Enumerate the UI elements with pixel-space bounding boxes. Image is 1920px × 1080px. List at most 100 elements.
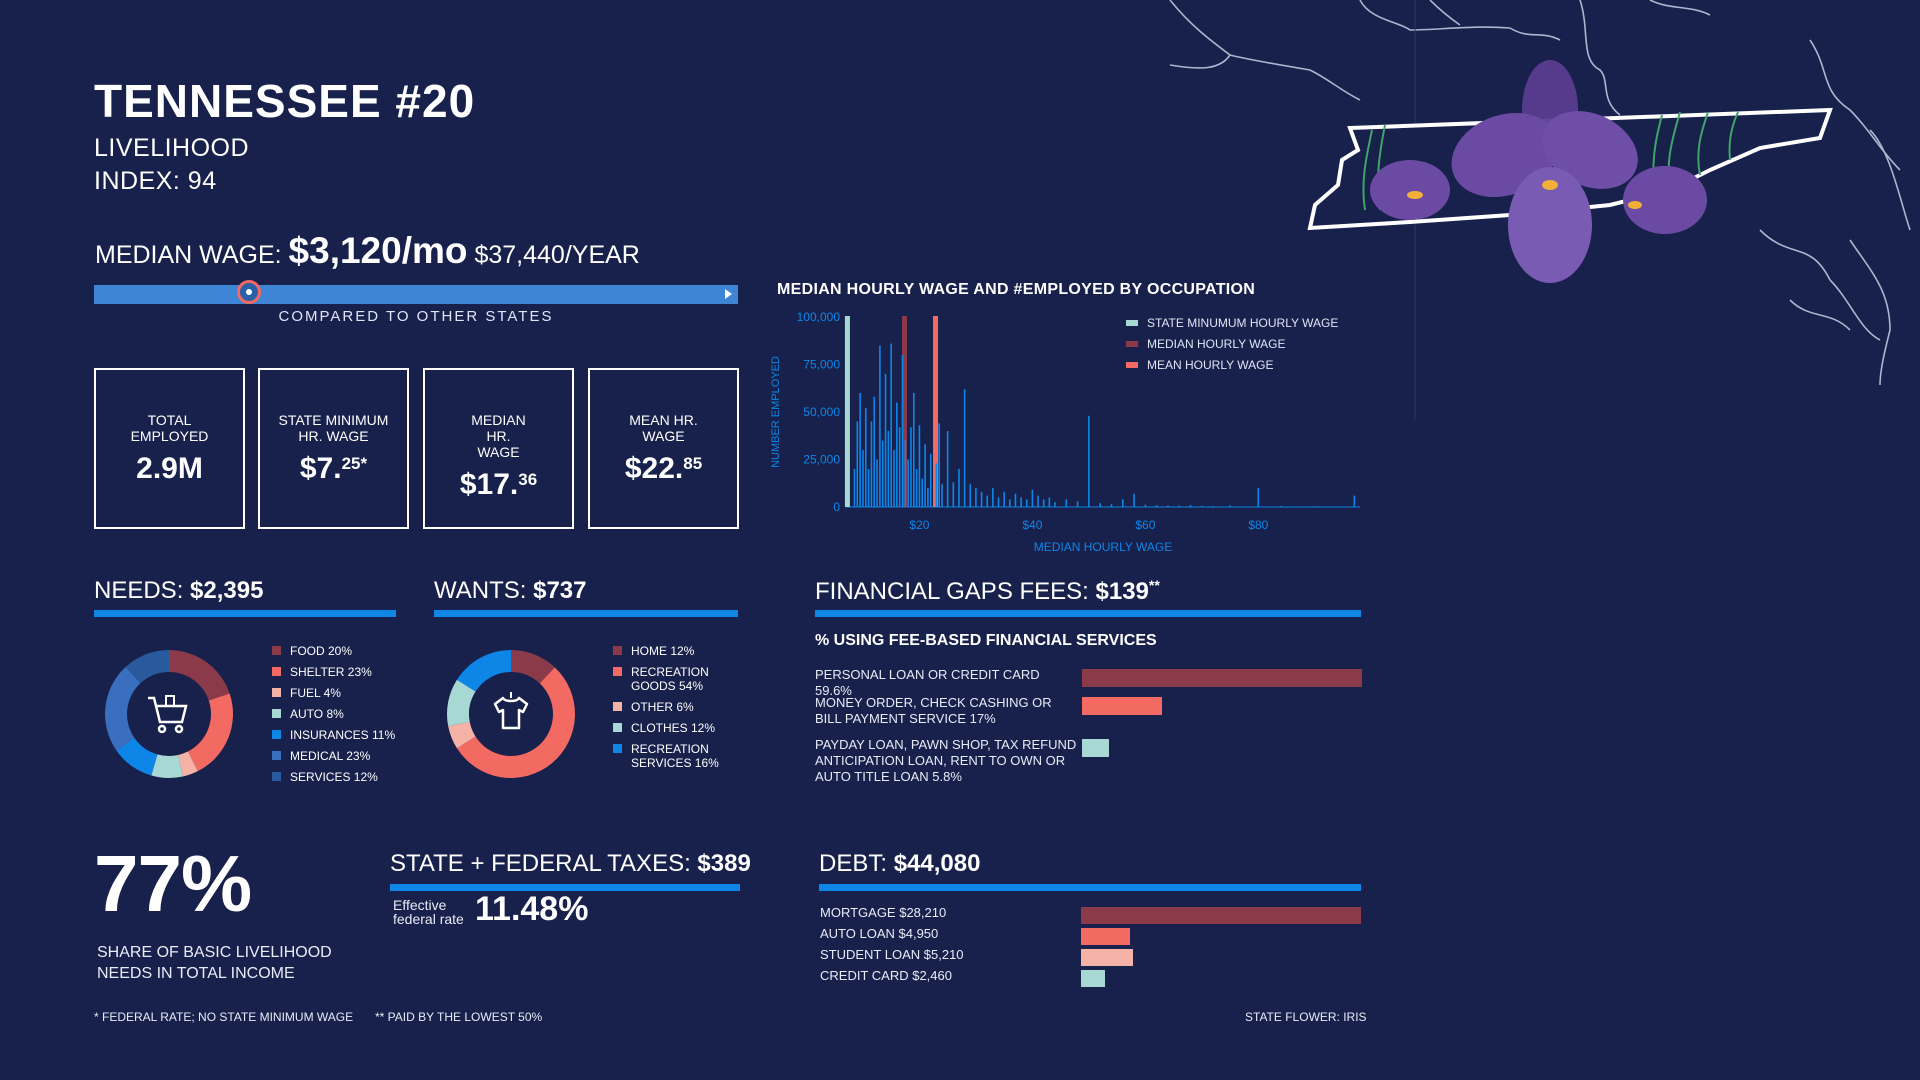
occupation-bar — [1178, 505, 1181, 507]
bar-label: MONEY ORDER, CHECK CASHING OR BILL PAYME… — [815, 695, 1052, 726]
occupation-bar — [870, 421, 873, 507]
occupation-bar — [1144, 504, 1147, 507]
occupation-bar — [927, 488, 929, 507]
occupation-bar — [904, 440, 907, 507]
legend-label: MEDICAL 23% — [290, 749, 371, 763]
occupation-bar — [1048, 497, 1051, 507]
median-wage-monthly: $3,120/mo — [288, 230, 468, 271]
debt-label: DEBT: — [819, 850, 888, 877]
donut-slice — [456, 667, 575, 778]
reference-line — [933, 316, 939, 507]
legend-label: FOOD 20% — [290, 644, 353, 658]
legend-swatch — [272, 667, 281, 676]
occupation-bar — [1088, 415, 1090, 507]
legend-item: OTHER 6% — [613, 700, 733, 714]
legend-swatch — [1126, 362, 1138, 368]
needs-rule — [94, 610, 396, 617]
occupation-bar — [975, 488, 977, 507]
median-wage-heading: MEDIAN WAGE: $3,120/mo $37,440/YEAR — [95, 230, 640, 272]
wants-label: WANTS: — [434, 577, 527, 604]
occupation-bar — [887, 431, 890, 507]
occupation-bar — [1314, 506, 1316, 507]
stat-value-cents: 36 — [518, 470, 538, 489]
x-axis-label: MEDIAN HOURLY WAGE — [1034, 540, 1172, 554]
legend-swatch — [613, 702, 622, 711]
occupation-bar — [1121, 499, 1124, 507]
occupation-bar — [879, 345, 881, 507]
occupation-chart-title: MEDIAN HOURLY WAGE AND #EMPLOYED BY OCCU… — [777, 281, 1256, 298]
donut-slice — [169, 650, 230, 701]
occupation-bar — [941, 484, 943, 507]
occupation-bar — [856, 421, 859, 507]
occupation-bar — [893, 450, 895, 507]
y-tick-label: 50,000 — [803, 405, 840, 419]
occupation-bar — [864, 408, 867, 507]
donut-slice — [105, 667, 141, 751]
wants-amount: $737 — [533, 577, 587, 604]
wants-heading: WANTS: $737 — [434, 577, 587, 605]
legend-swatch — [272, 688, 281, 697]
stat-label: STATE MINIMUM HR. WAGE — [278, 412, 389, 444]
occupation-bar — [952, 482, 955, 507]
x-tick-label: $20 — [909, 518, 929, 532]
occupation-bar — [1003, 491, 1005, 507]
y-tick-label: 0 — [833, 500, 840, 514]
legend-label: CLOTHES 12% — [631, 721, 716, 735]
page-title: TENNESSEE #20 — [94, 75, 476, 127]
occupation-bar — [896, 402, 898, 507]
donut-slice — [448, 721, 476, 749]
occupation-bar — [1099, 503, 1101, 507]
needs-donut-chart — [105, 650, 233, 778]
occupation-bar — [884, 374, 887, 507]
bar-label: STUDENT LOAN $5,210 — [820, 947, 964, 962]
bar — [1082, 669, 1362, 687]
bar — [1082, 697, 1162, 715]
legend-label: FUEL 4% — [290, 686, 341, 700]
legend-swatch — [1126, 320, 1138, 326]
occupation-bar — [1229, 505, 1231, 507]
stat-box-median-wage: MEDIAN HR. WAGE $17.36 — [423, 368, 574, 529]
donut-slice — [456, 650, 511, 692]
subtitle-line-2: INDEX: 94 — [94, 167, 217, 195]
fee-services-subheading: % USING FEE-BASED FINANCIAL SERVICES — [815, 632, 1157, 649]
state-flower-illustration — [1169, 0, 1911, 420]
occupation-bar — [1014, 493, 1017, 507]
legend-label: INSURANCES 11% — [290, 728, 396, 742]
federal-rate-label-line-1: Effective — [393, 897, 447, 913]
legend-label: SHELTER 23% — [290, 665, 372, 679]
occupation-bar — [862, 450, 864, 507]
taxes-label: STATE + FEDERAL TAXES: — [390, 850, 691, 877]
legend-label: RECREATION SERVICES 16% — [631, 742, 719, 770]
legend-label: RECREATION GOODS 54% — [631, 665, 709, 693]
occupation-bar — [1031, 489, 1034, 507]
occupation-bar — [1189, 505, 1192, 507]
occupation-bar — [867, 469, 870, 507]
debt-amount: $44,080 — [893, 850, 981, 877]
occupation-bar — [915, 469, 918, 507]
gaps-label: FINANCIAL GAPS FEES: — [815, 578, 1089, 605]
legend-swatch — [613, 723, 622, 732]
share-caption-line-1: SHARE OF BASIC LIVELIHOOD — [97, 944, 332, 961]
stat-label: TOTAL EMPLOYED — [130, 412, 209, 444]
occupation-bar — [1042, 499, 1045, 507]
donut-slice — [151, 754, 183, 778]
iris-flower — [1370, 60, 1707, 283]
legend-label: SERVICES 12% — [290, 770, 378, 784]
legend-label: HOME 12% — [631, 644, 695, 658]
legend-swatch — [272, 772, 281, 781]
donut-slice — [178, 751, 198, 777]
legend-label: MEDIAN HOURLY WAGE — [1147, 337, 1285, 351]
occupation-bar — [1155, 505, 1158, 507]
occupation-bar — [898, 427, 901, 507]
legend-item: SHELTER 23% — [272, 665, 402, 679]
stat-value-cents: 25* — [341, 454, 368, 473]
legend-label: MEAN HOURLY WAGE — [1147, 358, 1273, 372]
occupation-bar — [910, 427, 912, 507]
legend-item: CLOTHES 12% — [613, 721, 733, 735]
state-position-marker — [236, 280, 261, 304]
y-tick-label: 25,000 — [803, 453, 840, 467]
reference-line — [844, 316, 850, 507]
needs-amount: $2,395 — [190, 577, 264, 604]
legend-item: SERVICES 12% — [272, 770, 402, 784]
x-tick-label: $80 — [1248, 518, 1268, 532]
